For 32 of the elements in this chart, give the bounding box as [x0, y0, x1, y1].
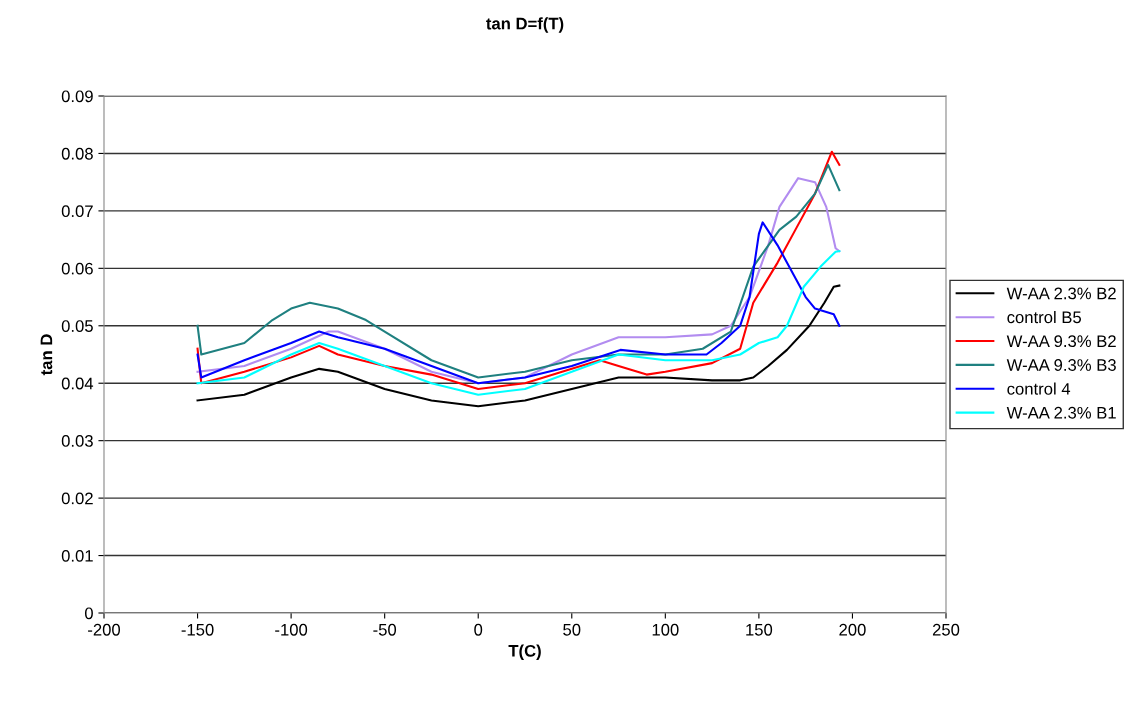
x-tick-label: -200: [88, 623, 121, 636]
y-tick-label: 0.03: [61, 435, 93, 447]
legend-label: W-AA 2.3% B2: [1006, 287, 1116, 300]
x-axis-title: T(C): [508, 644, 541, 661]
x-tick-label: -50: [373, 623, 397, 636]
legend-label: control B5: [1007, 310, 1082, 324]
x-tick-label: -150: [181, 623, 214, 636]
legend-label: W-AA 9.3% B2: [1006, 335, 1116, 348]
x-tick-label: -100: [275, 623, 308, 636]
y-tick-label: 0.02: [61, 492, 93, 505]
x-tick-label: 150: [746, 623, 773, 636]
x-tick-label: 0: [474, 623, 483, 636]
line-series: [196, 250, 841, 396]
y-tick-label: 0.04: [61, 377, 94, 390]
y-tick-label: 0: [84, 607, 93, 620]
y-tick-label: 0.05: [61, 320, 93, 332]
x-tick-label: 50: [563, 623, 581, 636]
chart-title: tan D=f(T): [486, 17, 564, 33]
legend-label: W-AA 9.3% B3: [1006, 359, 1116, 371]
legend-label: control 4: [1007, 382, 1071, 395]
legend-label: W-AA 2.3% B1: [1006, 406, 1116, 419]
y-tick-label: 0.07: [61, 205, 93, 218]
x-tick-label: 250: [932, 623, 960, 636]
x-tick-label: 200: [839, 623, 866, 636]
y-tick-label: 0.01: [61, 549, 93, 562]
x-tick-label: 100: [652, 623, 679, 636]
line-series: [196, 221, 841, 385]
y-tick-label: 0.08: [61, 147, 93, 160]
y-axis-title: tan D: [40, 334, 53, 376]
line-series: [196, 284, 841, 408]
y-tick-label: 0.09: [61, 90, 93, 103]
y-tick-label: 0.06: [61, 262, 93, 275]
